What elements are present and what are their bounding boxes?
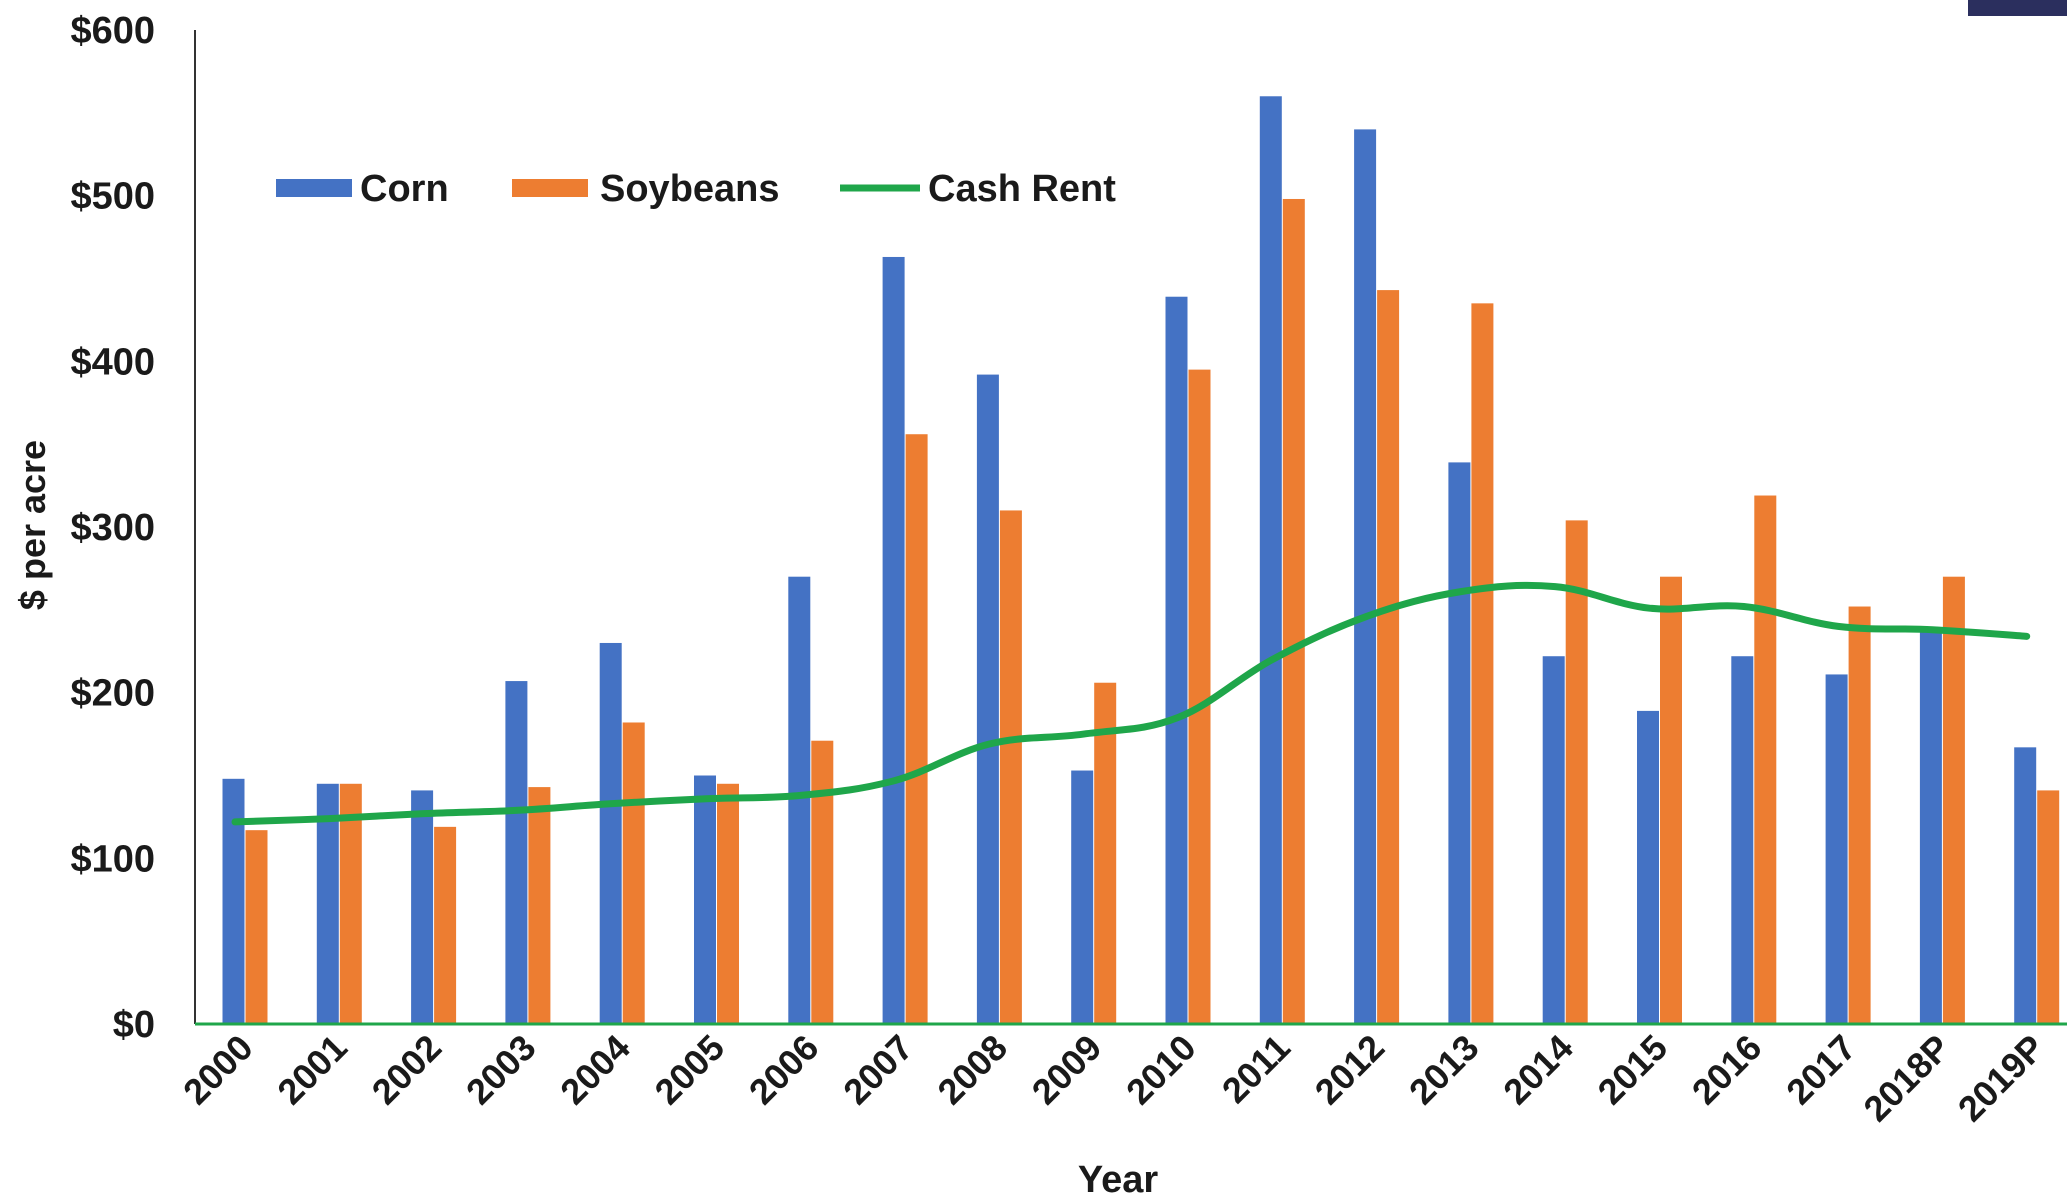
corner-tab <box>1968 0 2067 16</box>
x-tick-label: 2016 <box>1684 1027 1770 1113</box>
bar-soybeans-2011 <box>1282 198 1305 1025</box>
x-tick-label: 2008 <box>929 1027 1015 1113</box>
bar-corn-2007 <box>882 256 905 1024</box>
legend-label-soybeans: Soybeans <box>600 168 780 210</box>
bar-soybeans-2015 <box>1660 576 1682 1024</box>
bar-corn-2005 <box>694 775 716 1024</box>
bar-corn-2019P <box>2014 747 2037 1024</box>
x-tick-label: 2017 <box>1778 1027 1864 1113</box>
bar-corn-2000 <box>222 778 245 1024</box>
y-tick-label: $600 <box>70 10 155 52</box>
x-tick-label: 2015 <box>1590 1027 1676 1113</box>
line-cash-rent <box>231 581 2031 826</box>
bar-soybeans-2005 <box>717 783 739 1024</box>
x-tick-label: 2007 <box>835 1027 921 1113</box>
bar-soybeans-2012 <box>1377 290 1400 1024</box>
y-tick-label: $400 <box>70 341 155 383</box>
bar-corn-2016 <box>1731 656 1754 1024</box>
x-tick-label: 2018P <box>1855 1027 1958 1130</box>
bars-layer <box>222 96 2060 1025</box>
x-tick-label: 2001 <box>269 1027 355 1113</box>
legend-swatch-corn <box>276 179 352 197</box>
y-tick-label: $500 <box>70 176 155 218</box>
x-axis-title: Year <box>1078 1159 1159 1199</box>
bar-corn-2003 <box>505 681 528 1024</box>
bar-soybeans-2004 <box>622 722 645 1024</box>
legend-label-cash-rent: Cash Rent <box>928 168 1116 210</box>
bar-corn-2001 <box>316 783 339 1024</box>
x-tick-label: 2005 <box>647 1027 733 1113</box>
bar-soybeans-2016 <box>1754 495 1777 1025</box>
bar-soybeans-2010 <box>1188 369 1211 1024</box>
bar-corn-2006 <box>788 576 811 1024</box>
bar-corn-2008 <box>976 374 999 1024</box>
bar-corn-2018P <box>1919 629 1942 1024</box>
bar-soybeans-2014 <box>1565 520 1588 1024</box>
legend: Corn Soybeans Cash Rent <box>276 168 1116 210</box>
bar-soybeans-2003 <box>528 787 551 1024</box>
x-tick-label: 2010 <box>1118 1027 1204 1113</box>
x-tick-label: 2012 <box>1307 1027 1393 1113</box>
x-tick-label: 2011 <box>1214 1027 1298 1111</box>
bar-soybeans-2002 <box>434 826 457 1024</box>
bar-soybeans-2018P <box>1942 576 1965 1024</box>
y-tick-label: $0 <box>113 1004 155 1046</box>
bar-soybeans-2017 <box>1848 606 1871 1024</box>
bar-soybeans-2013 <box>1471 303 1494 1025</box>
x-tick-label: 2004 <box>552 1027 638 1113</box>
x-tick-label: 2013 <box>1401 1027 1487 1113</box>
x-tick-label: 2019P <box>1950 1027 2053 1130</box>
y-tick-labels: $0 $100 $200 $300 $400 $500 $600 <box>70 10 155 1046</box>
bar-corn-2012 <box>1354 129 1377 1024</box>
bar-soybeans-2001 <box>339 783 362 1024</box>
bar-soybeans-2006 <box>811 740 834 1024</box>
y-tick-label: $200 <box>70 673 155 715</box>
line-layer <box>231 581 2031 826</box>
bar-corn-2002 <box>411 790 434 1024</box>
x-tick-label: 2009 <box>1024 1027 1110 1113</box>
bar-corn-2010 <box>1165 296 1188 1024</box>
x-tick-label: 2003 <box>458 1027 544 1113</box>
axes-layer <box>194 30 2067 1026</box>
legend-swatch-soybeans <box>512 179 588 197</box>
bar-soybeans-2007 <box>905 434 928 1024</box>
y-axis-title: $ per acre <box>12 440 53 610</box>
x-tick-labels: 2000 2001 2002 2003 2004 2005 2006 2007 2008 2009… <box>175 1027 2052 1130</box>
bar-corn-2015 <box>1637 710 1659 1024</box>
x-tick-label: 2002 <box>364 1027 450 1113</box>
bar-corn-2009 <box>1071 770 1094 1024</box>
bar-corn-2017 <box>1825 674 1848 1024</box>
bar-soybeans-2019P <box>2037 790 2060 1024</box>
bar-soybeans-2009 <box>1094 682 1117 1024</box>
bar-soybeans-2000 <box>245 830 268 1024</box>
x-tick-label: 2006 <box>741 1027 827 1113</box>
bar-corn-2014 <box>1542 656 1565 1024</box>
y-tick-label: $100 <box>70 838 155 880</box>
bar-corn-2011 <box>1259 96 1282 1025</box>
y-tick-label: $300 <box>70 507 155 549</box>
bar-corn-2013 <box>1448 462 1471 1024</box>
bar-corn-2004 <box>599 642 622 1024</box>
x-tick-label: 2014 <box>1495 1027 1581 1113</box>
legend-label-corn: Corn <box>360 168 449 210</box>
bar-soybeans-2008 <box>999 510 1022 1024</box>
x-tick-label: 2000 <box>175 1027 261 1113</box>
